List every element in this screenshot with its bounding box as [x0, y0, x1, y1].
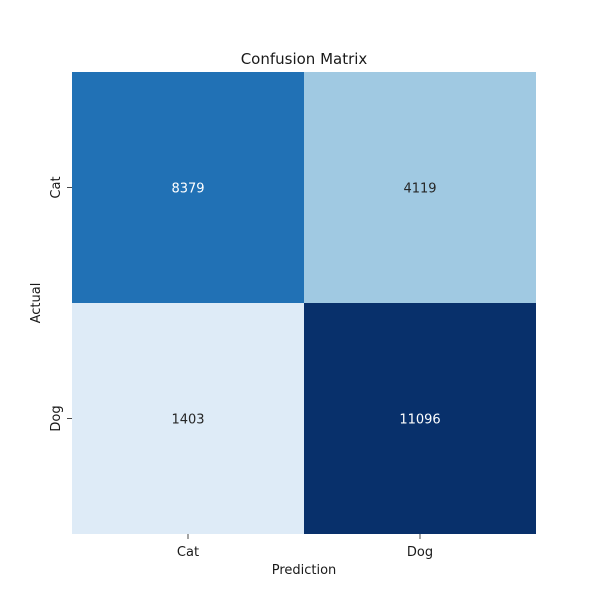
cell-value-label: 8379 — [171, 182, 204, 197]
cell-value-label: 4119 — [403, 182, 436, 197]
cell-value-label: 1403 — [171, 413, 204, 428]
y-tick-label: Dog — [49, 405, 64, 431]
x-tick-label: Cat — [177, 545, 199, 560]
axis-ticks: Cat Dog Cat Dog — [49, 176, 433, 560]
x-tick-label: Dog — [407, 545, 433, 560]
y-tick-label: Cat — [49, 176, 64, 198]
heatmap-cell-cat-cat — [72, 72, 304, 303]
cell-value-label: 11096 — [399, 413, 440, 428]
heatmap-cell-cat-dog — [304, 72, 536, 303]
x-axis-label: Prediction — [272, 563, 337, 578]
heatmap-cells: 8379 4119 1403 11096 — [72, 72, 536, 534]
heatmap-cell-dog-dog — [304, 303, 536, 534]
heatmap-cell-dog-cat — [72, 303, 304, 534]
chart-title: Confusion Matrix — [241, 50, 368, 68]
y-axis-label: Actual — [29, 283, 44, 324]
